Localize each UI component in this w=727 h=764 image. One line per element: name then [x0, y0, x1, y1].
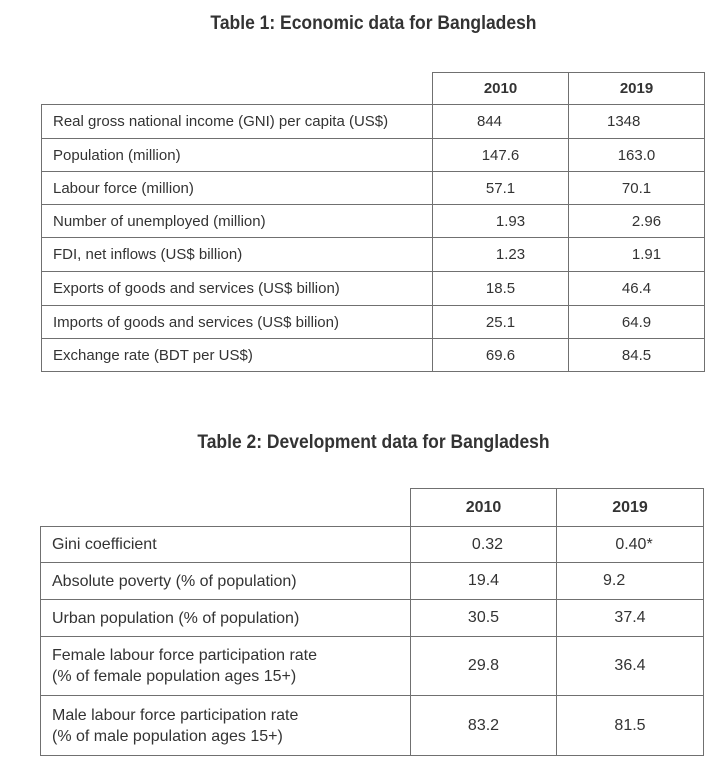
value-2019: 46.4	[568, 271, 705, 306]
row-label: Labour force (million)	[41, 171, 433, 205]
table-row: Population (million) 147.6 163.0	[41, 138, 705, 172]
row-label: Male labour force participation rate (% …	[40, 695, 411, 756]
table-header-row: 2010 2019	[40, 488, 704, 527]
row-label: Real gross national income (GNI) per cap…	[41, 104, 433, 139]
table1-title: Table 1: Economic data for Bangladesh	[210, 13, 537, 34]
row-label: Number of unemployed (million)	[41, 204, 433, 238]
table-row: Male labour force participation rate (% …	[40, 695, 704, 756]
value-2019: 1.91	[568, 237, 705, 272]
column-header-2019: 2019	[556, 488, 704, 527]
table2-title: Table 2: Development data for Bangladesh	[197, 432, 550, 453]
value-2010: 0.32	[410, 526, 557, 563]
value-2019: 2.96	[568, 204, 705, 238]
value-2010: 83.2	[410, 695, 557, 756]
value-2019: 84.5	[568, 338, 705, 372]
value-2010: 25.1	[432, 305, 569, 339]
table-row: FDI, net inflows (US$ billion) 1.23 1.91	[41, 237, 705, 272]
value-2010: 1.23	[432, 237, 569, 272]
value-2019: 70.1	[568, 171, 705, 205]
value-2010: 1.93	[432, 204, 569, 238]
value-2019: 1348	[568, 104, 705, 139]
column-header-2010: 2010	[410, 488, 557, 527]
column-header-2010: 2010	[432, 72, 569, 105]
table-row: Exchange rate (BDT per US$) 69.6 84.5	[41, 338, 705, 372]
table-row: Labour force (million) 57.1 70.1	[41, 171, 705, 205]
row-label: Population (million)	[41, 138, 433, 172]
value-2019: 81.5	[556, 695, 704, 756]
table-row: Exports of goods and services (US$ billi…	[41, 271, 705, 306]
row-label-line2: (% of female population ages 15+)	[52, 668, 297, 685]
header-blank-cell	[41, 72, 433, 105]
row-label-line1: Female labour force participation rate	[52, 647, 318, 664]
value-2019: 163.0	[568, 138, 705, 172]
row-label-line1: Male labour force participation rate	[52, 706, 299, 724]
table-row: Imports of goods and services (US$ billi…	[41, 305, 705, 339]
development-data-table: 2010 2019 Gini coefficient 0.32 0.40* Ab…	[40, 488, 704, 756]
row-label: Urban population (% of population)	[40, 599, 411, 637]
value-2019: 37.4	[556, 599, 704, 637]
value-2019: 36.4	[556, 636, 704, 696]
table-row: Absolute poverty (% of population) 19.4 …	[40, 562, 704, 600]
row-label: Gini coefficient	[40, 526, 411, 563]
table-row: Female labour force participation rate (…	[40, 636, 704, 696]
row-label: Female labour force participation rate (…	[40, 636, 411, 696]
value-2019: 9.2	[556, 562, 704, 600]
row-label-line2: (% of male population ages 15+)	[52, 727, 283, 745]
row-label: Absolute poverty (% of population)	[40, 562, 411, 600]
table-row: Number of unemployed (million) 1.93 2.96	[41, 204, 705, 238]
value-2010: 147.6	[432, 138, 569, 172]
header-blank-cell	[40, 488, 411, 527]
value-2010: 30.5	[410, 599, 557, 637]
row-label: Exchange rate (BDT per US$)	[41, 338, 433, 372]
value-2010: 19.4	[410, 562, 557, 600]
row-label: Exports of goods and services (US$ billi…	[41, 271, 433, 306]
table-row: Real gross national income (GNI) per cap…	[41, 104, 705, 139]
value-2019: 64.9	[568, 305, 705, 339]
value-2010: 57.1	[432, 171, 569, 205]
value-2010: 69.6	[432, 338, 569, 372]
value-2010: 844	[432, 104, 569, 139]
value-2019: 0.40*	[556, 526, 704, 563]
value-2010: 29.8	[410, 636, 557, 696]
table-row: Gini coefficient 0.32 0.40*	[40, 526, 704, 563]
column-header-2019: 2019	[568, 72, 705, 105]
value-2010: 18.5	[432, 271, 569, 306]
economic-data-table: 2010 2019 Real gross national income (GN…	[41, 72, 705, 372]
table-row: Urban population (% of population) 30.5 …	[40, 599, 704, 637]
row-label: Imports of goods and services (US$ billi…	[41, 305, 433, 339]
row-label: FDI, net inflows (US$ billion)	[41, 237, 433, 272]
table-header-row: 2010 2019	[41, 72, 705, 105]
